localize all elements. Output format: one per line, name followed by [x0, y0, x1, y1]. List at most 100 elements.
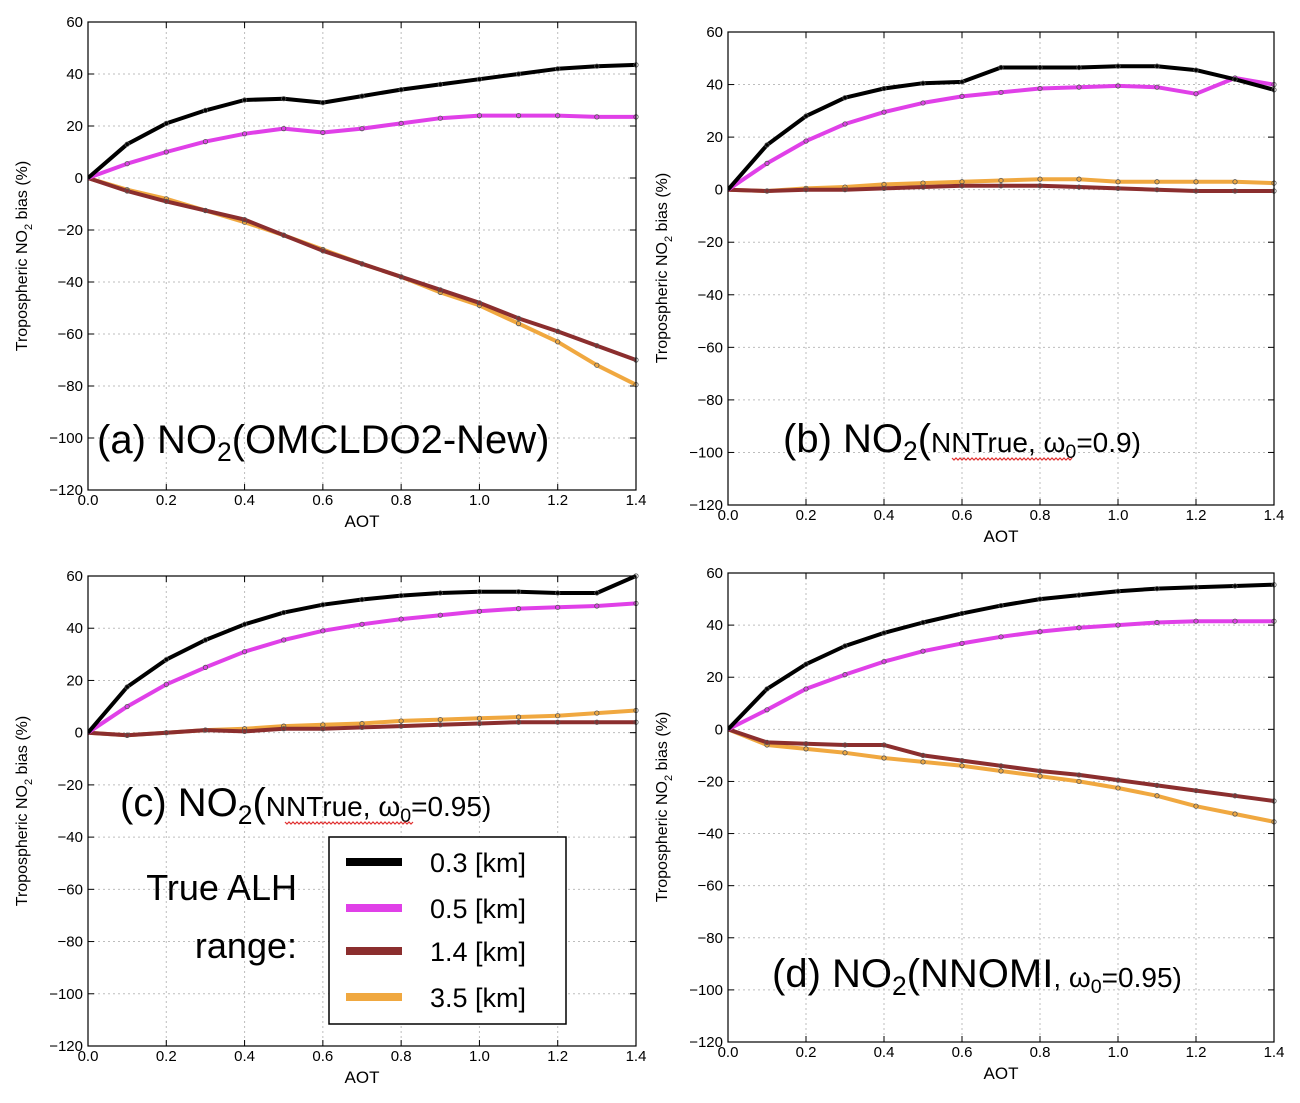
data-point: [241, 621, 248, 627]
y-axis-label: Tropospheric NO2 bias (%): [654, 712, 675, 902]
data-point: [764, 739, 770, 745]
x-axis-label: AOT: [984, 1064, 1019, 1083]
legend-box: [328, 836, 567, 1025]
data-point: [959, 640, 965, 646]
data-point: [476, 715, 483, 721]
y-axis-label-part: Tropospheric NO: [654, 242, 671, 363]
data-point: [163, 656, 169, 663]
title-part: (: [907, 952, 921, 996]
data-point: [398, 592, 404, 599]
data-point: [359, 596, 365, 603]
data-point: [959, 93, 965, 99]
data-point: [515, 719, 522, 725]
data-point: [320, 129, 326, 136]
data-point: [959, 757, 965, 764]
title-part: =0.95): [411, 791, 491, 822]
legend-entry-label: 0.3 [km]: [430, 848, 526, 878]
x-tick-label: 0.8: [1030, 1044, 1051, 1061]
x-tick-label: 1.4: [626, 492, 647, 509]
x-tick-label: 0.0: [718, 1044, 739, 1061]
data-point: [555, 113, 561, 119]
x-tick-label: 0.6: [312, 1048, 333, 1065]
data-point: [555, 66, 561, 72]
title-part: (b) NO: [783, 417, 903, 461]
plot-frame: [727, 572, 1275, 1043]
data-point: [842, 95, 848, 101]
title-subscript: 2: [903, 436, 918, 466]
data-point: [1037, 629, 1043, 635]
data-point: [959, 763, 965, 769]
data-point: [998, 602, 1004, 609]
data-point: [998, 89, 1004, 96]
x-axis-label: AOT: [345, 512, 380, 531]
title-part: (c) NO: [120, 781, 238, 825]
data-point: [1115, 785, 1121, 791]
y-axis-label-part: Tropospheric NO: [14, 230, 31, 351]
data-point: [842, 742, 848, 748]
data-point: [1232, 583, 1238, 589]
y-tick-label: −60: [698, 878, 723, 895]
data-point: [1037, 183, 1043, 189]
data-point: [881, 109, 887, 115]
x-tick-label: 1.2: [1186, 507, 1207, 524]
y-tick-label: −120: [689, 497, 723, 514]
title-subscript: 0: [400, 805, 411, 827]
data-point: [515, 320, 522, 327]
data-point: [594, 63, 600, 69]
series-line-3.5km: [728, 727, 1274, 824]
data-point: [842, 643, 848, 649]
data-point: [241, 131, 248, 137]
data-point: [163, 149, 169, 155]
data-point: [124, 161, 130, 167]
x-tick-label: 0.4: [234, 1048, 255, 1065]
data-point: [803, 741, 809, 747]
data-point: [1154, 619, 1160, 626]
series-line-0.5km: [728, 76, 1274, 192]
data-point: [515, 606, 522, 612]
x-tick-label: 0.0: [718, 507, 739, 524]
data-point: [555, 719, 561, 725]
data-point: [359, 621, 365, 627]
y-axis-label-subscript: 2: [23, 779, 35, 785]
plot-frame: [87, 575, 637, 1047]
title-part: (OMCLDO2-New): [232, 418, 550, 462]
panel-title: (b) NO2(NNTrue, ω0=0.9): [783, 417, 1141, 466]
title-part: =0.95): [1102, 962, 1182, 993]
y-tick-label: −100: [689, 444, 723, 461]
data-point: [1154, 179, 1160, 185]
x-tick-label: 1.2: [547, 1048, 568, 1065]
data-point: [594, 114, 600, 120]
data-point: [881, 85, 887, 92]
y-tick-label: −80: [58, 378, 83, 395]
x-tick-label: 1.0: [469, 492, 490, 509]
data-point: [920, 80, 926, 86]
y-tick-label: 60: [66, 568, 83, 585]
data-point: [1037, 773, 1043, 779]
data-point: [1115, 777, 1121, 783]
y-axis-label: Tropospheric NO2 bias (%): [654, 173, 675, 363]
x-tick-label: 1.4: [626, 1048, 647, 1065]
y-tick-label: 60: [706, 24, 723, 41]
spellcheck-underline-nntrue-c: [284, 821, 414, 825]
x-tick-label: 1.0: [469, 1048, 490, 1065]
data-point: [764, 707, 770, 713]
x-tick-label: 0.6: [952, 1044, 973, 1061]
series-line-1.4km: [88, 720, 636, 738]
data-point: [881, 630, 887, 636]
spellcheck-underline-nntrue-b: [951, 457, 1073, 461]
data-point: [881, 742, 887, 748]
data-point: [803, 138, 809, 144]
y-tick-label: −100: [49, 430, 83, 447]
data-point: [1154, 586, 1160, 592]
data-point: [998, 763, 1004, 769]
data-point: [764, 160, 770, 166]
data-point: [241, 649, 248, 655]
data-point: [515, 113, 522, 119]
data-point: [803, 746, 809, 752]
data-point: [842, 672, 848, 678]
data-point: [803, 661, 809, 667]
legend-heading: range:: [195, 925, 297, 966]
data-point: [398, 274, 404, 280]
y-axis-label: Tropospheric NO2 bias (%): [14, 161, 35, 351]
